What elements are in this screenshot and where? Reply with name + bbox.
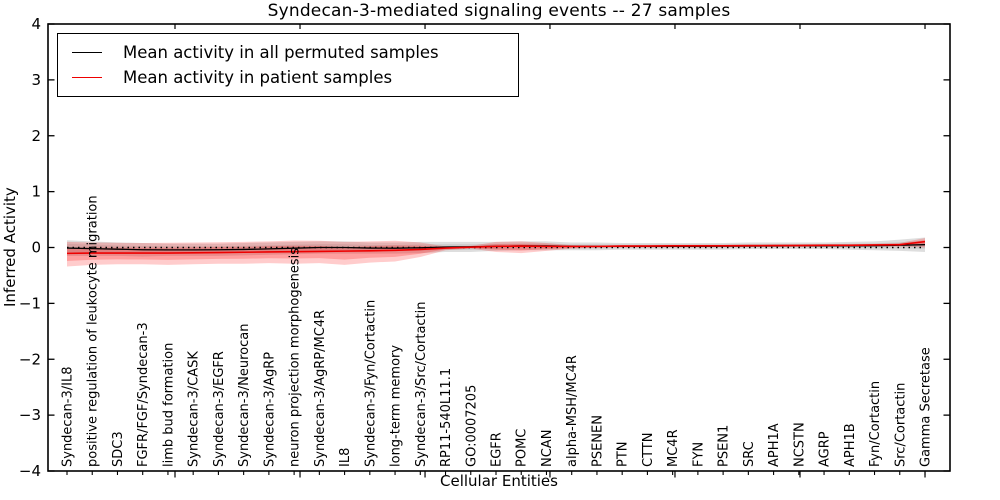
x-tick-label: Syndecan-3/CASK [187, 351, 202, 467]
x-tick-label: Fyn/Cortactin [868, 381, 883, 467]
x-tick-label: NCSTN [792, 422, 807, 467]
y-tick-label: −1 [19, 294, 41, 312]
x-tick-label: Src/Cortactin [893, 383, 908, 467]
x-tick-label: long-term memory [389, 345, 404, 467]
x-tick-label: limb bud formation [161, 343, 176, 467]
x-tick-label: AGRP [818, 431, 833, 467]
y-tick-label: −4 [19, 462, 41, 480]
x-tick-label: PSEN1 [717, 425, 732, 467]
legend-label-patient: Mean activity in patient samples [123, 68, 393, 88]
y-tick-label: −2 [19, 350, 41, 368]
x-tick-label: Syndecan-3/EGFR [212, 351, 227, 467]
x-tick-label: Syndecan-3/Fyn/Cortactin [363, 300, 378, 467]
legend-red-line-icon [72, 77, 102, 79]
y-tick-label: 3 [31, 71, 41, 89]
x-tick-label: APH1A [767, 423, 782, 467]
x-tick-label: Syndecan-3/Neurocan [237, 324, 252, 467]
x-tick-label: FGFR/FGF/Syndecan-3 [136, 322, 151, 467]
x-tick-label: alpha-MSH/MC4R [565, 355, 580, 467]
legend-label-permuted: Mean activity in all permuted samples [123, 42, 439, 62]
x-tick-label: EGFR [490, 432, 505, 467]
x-tick-label: PTN [616, 441, 631, 467]
y-tick-label: 4 [31, 15, 41, 33]
x-tick-label: POMC [515, 429, 530, 467]
legend-item-permuted: Mean activity in all permuted samples [72, 43, 504, 62]
x-tick-label: Syndecan-3/IL8 [61, 367, 76, 467]
y-axis-label: Inferred Activity [1, 187, 19, 308]
x-axis-label: Cellular Entities [440, 472, 558, 490]
x-tick-label: RP11-540L11.1 [439, 368, 454, 467]
y-tick-label: 0 [31, 239, 41, 257]
x-tick-label: SRC [742, 441, 757, 467]
legend: Mean activity in all permuted samples Me… [57, 33, 519, 97]
line-patient-mean [66, 240, 926, 255]
legend-black-line-icon [72, 51, 102, 53]
y-tick-label: −3 [19, 406, 41, 424]
x-tick-label: PSENEN [590, 415, 605, 467]
x-tick-label: NCAN [540, 430, 555, 467]
x-tick-label: Syndecan-3/Src/Cortactin [414, 301, 429, 467]
y-tick-label: 2 [31, 127, 41, 145]
x-tick-label: IL8 [338, 448, 353, 467]
x-tick-label: Syndecan-3/AgRP [262, 352, 277, 467]
legend-item-patient: Mean activity in patient samples [72, 68, 504, 87]
x-tick-label: FYN [691, 442, 706, 467]
x-tick-label: Syndecan-3/AgRP/MC4R [313, 310, 328, 467]
chart-title: Syndecan-3-mediated signaling events -- … [267, 1, 731, 21]
x-tick-label: SDC3 [111, 431, 126, 467]
x-tick-label: MC4R [666, 429, 681, 467]
x-tick-label: CTTN [641, 433, 656, 467]
x-tick-label: GO:0007205 [464, 385, 479, 467]
x-tick-label: positive regulation of leukocyte migrati… [86, 195, 101, 467]
x-tick-label: APH1B [843, 423, 858, 467]
x-tick-label: neuron projection morphogenesis [288, 248, 303, 467]
x-tick-label: Gamma Secretase [919, 347, 934, 467]
y-tick-label: 1 [31, 183, 41, 201]
